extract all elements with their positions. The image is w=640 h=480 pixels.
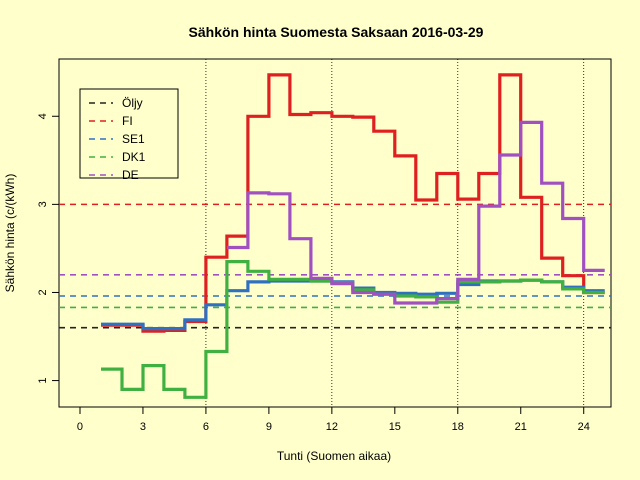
y-tick-label: 2 — [37, 289, 49, 295]
grid-lines — [205, 59, 585, 407]
chart-title: Sähkön hinta Suomesta Saksaan 2016-03-29 — [189, 24, 484, 40]
y-axis: 1 2 3 4 — [37, 113, 59, 384]
series-lines — [101, 73, 605, 399]
reference-lines — [59, 203, 611, 329]
legend-label-de: DE — [122, 168, 139, 182]
y-tick-label: 4 — [37, 113, 49, 119]
x-tick-label: 12 — [326, 421, 338, 433]
plot-area — [58, 58, 612, 408]
x-axis-label: Tunti (Suomen aikaa) — [277, 449, 391, 463]
legend-box — [79, 88, 179, 179]
y-axis-label: Sähkön hinta (c/(kWh) — [3, 174, 17, 293]
series-line-de — [226, 120, 605, 305]
y-tick-label: 3 — [37, 201, 49, 207]
x-tick-label: 24 — [578, 421, 590, 433]
series-line-fi — [101, 73, 605, 333]
legend-label-fi: FI — [122, 114, 133, 128]
x-tick-label: 15 — [389, 421, 401, 433]
x-tick-label: 9 — [266, 421, 272, 433]
x-tick-label: 21 — [515, 421, 527, 433]
legend-label-öljy: Öljy — [122, 96, 143, 110]
x-axis: 0 3 6 9 12 15 18 21 24 — [77, 407, 590, 433]
y-tick-label: 1 — [37, 378, 49, 384]
x-tick-label: 3 — [140, 421, 146, 433]
legend: Öljy FI SE1 DK1 DE — [79, 88, 179, 182]
x-tick-label: 6 — [203, 421, 209, 433]
x-tick-label: 0 — [77, 421, 83, 433]
x-tick-label: 18 — [452, 421, 464, 433]
legend-label-dk1: DK1 — [122, 150, 146, 164]
legend-label-se1: SE1 — [122, 132, 145, 146]
